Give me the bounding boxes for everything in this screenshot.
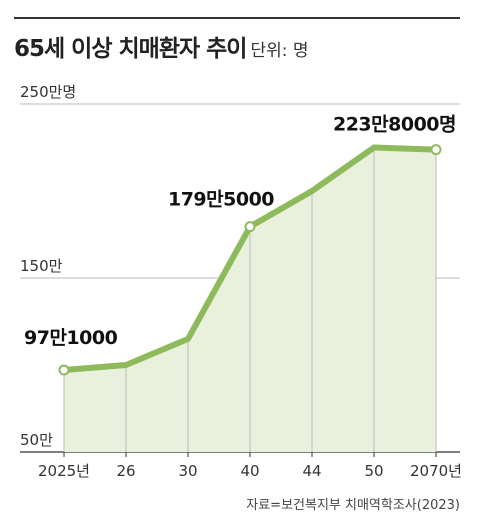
data-label-6: 223만8000명: [333, 114, 456, 136]
source-note: 자료=보건복지부 치매역학조사(2023): [246, 498, 460, 513]
marker-3: [244, 221, 256, 233]
y-tick-label-2: 250만명: [20, 83, 76, 101]
x-tick-labels: 2025년 26 30 40 44 50 2070년: [38, 452, 462, 480]
x-tick-label-5: 50: [364, 462, 383, 480]
x-tick-label-1: 26: [116, 462, 135, 480]
x-tick-label-3: 40: [240, 462, 259, 480]
y-tick-labels: 50만 150만 250만명: [20, 83, 76, 449]
x-tick-label-6: 2070년: [410, 462, 462, 480]
x-tick-label-0: 2025년: [38, 462, 90, 480]
chart-title: 65세 이상 치매환자 추이 단위: 명: [14, 29, 309, 63]
marker-0: [58, 364, 70, 376]
x-tick-label-4: 44: [302, 462, 321, 480]
top-rule: [14, 17, 460, 19]
markers: [58, 144, 442, 376]
unit-label: 단위: 명: [250, 41, 309, 61]
marker-6: [430, 144, 442, 156]
y-tick-label-1: 150만: [20, 257, 63, 275]
x-tick-label-2: 30: [178, 462, 197, 480]
data-label-0: 97만1000: [24, 327, 118, 349]
y-tick-label-0: 50만: [20, 431, 53, 449]
data-label-3: 179만5000: [168, 189, 274, 211]
data-labels: 97만1000 179만5000 223만8000명: [24, 114, 457, 349]
chart-title-text: 65세 이상 치매환자 추이: [14, 36, 247, 62]
x-gridlines: [63, 147, 437, 452]
